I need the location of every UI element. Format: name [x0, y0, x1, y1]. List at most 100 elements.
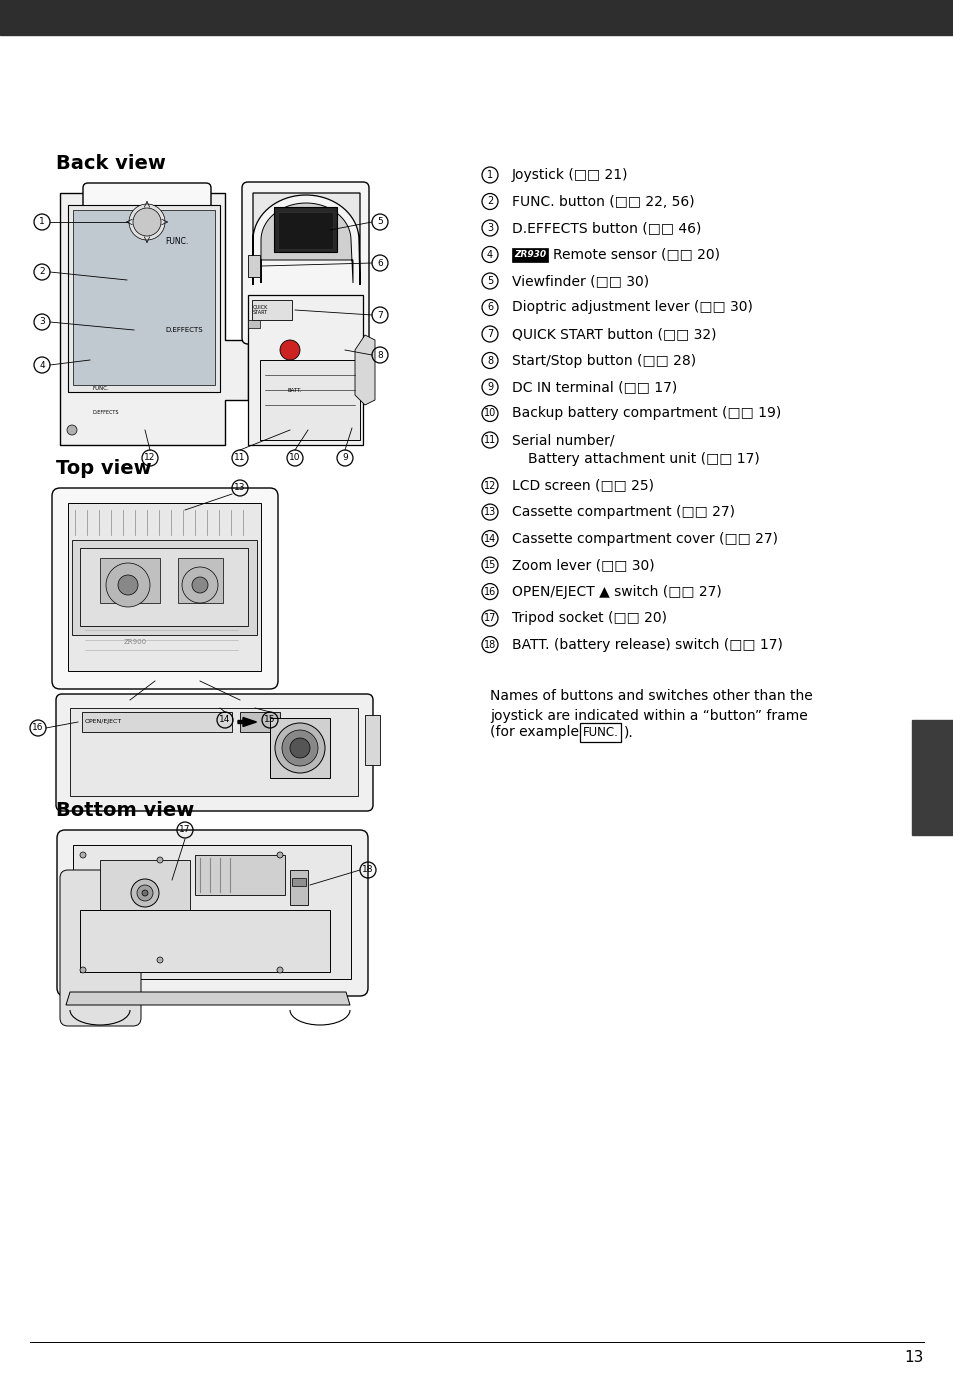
- Polygon shape: [355, 335, 375, 405]
- Text: FUNC.: FUNC.: [165, 237, 188, 247]
- FancyBboxPatch shape: [60, 870, 141, 1026]
- Circle shape: [143, 325, 152, 335]
- FancyBboxPatch shape: [56, 694, 373, 811]
- Text: 15: 15: [264, 716, 275, 724]
- Circle shape: [157, 856, 163, 863]
- Text: 7: 7: [376, 310, 382, 320]
- Circle shape: [132, 208, 161, 236]
- Text: D.EFFECTS button (□□ 46): D.EFFECTS button (□□ 46): [512, 221, 700, 234]
- Text: 6: 6: [376, 258, 382, 268]
- Text: 11: 11: [483, 434, 496, 445]
- Text: 12: 12: [144, 454, 155, 462]
- Circle shape: [131, 878, 159, 907]
- Bar: [80, 547, 248, 626]
- Text: Cassette compartment cover (□□ 27): Cassette compartment cover (□□ 27): [512, 531, 778, 546]
- Text: Start/Stop button (□□ 28): Start/Stop button (□□ 28): [512, 353, 696, 367]
- Text: 5: 5: [486, 276, 493, 285]
- Text: 13: 13: [903, 1350, 923, 1365]
- Text: BATT. (battery release) switch (□□ 17): BATT. (battery release) switch (□□ 17): [512, 637, 782, 652]
- Bar: [100, 558, 160, 603]
- Text: Joystick (□□ 21): Joystick (□□ 21): [512, 168, 628, 182]
- Bar: [270, 718, 330, 778]
- Circle shape: [131, 272, 149, 290]
- Text: FUNC.: FUNC.: [92, 386, 110, 390]
- Text: 11: 11: [234, 454, 246, 462]
- Circle shape: [135, 317, 161, 343]
- Text: LCD screen (□□ 25): LCD screen (□□ 25): [512, 479, 654, 492]
- Text: 13: 13: [234, 484, 246, 492]
- Text: Top view: Top view: [56, 459, 152, 479]
- Text: 18: 18: [362, 866, 374, 874]
- Text: 9: 9: [486, 382, 493, 392]
- Text: 3: 3: [486, 223, 493, 233]
- Text: (for example: (for example: [490, 725, 583, 739]
- Text: Names of buttons and switches other than the
joystick are indicated within a “bu: Names of buttons and switches other than…: [490, 690, 812, 723]
- Bar: [0, 0, 953, 34]
- Bar: [68, 503, 261, 672]
- Circle shape: [67, 425, 77, 434]
- Circle shape: [276, 967, 283, 974]
- FancyBboxPatch shape: [57, 830, 368, 996]
- Text: FUNC.: FUNC.: [582, 725, 618, 739]
- Text: 2: 2: [39, 268, 45, 277]
- Text: 16: 16: [483, 586, 496, 597]
- Circle shape: [129, 204, 165, 240]
- Text: BATT.: BATT.: [288, 387, 302, 393]
- Text: D.EFFECTS: D.EFFECTS: [165, 327, 202, 332]
- Circle shape: [182, 567, 218, 603]
- FancyBboxPatch shape: [52, 488, 277, 690]
- Text: ).: ).: [623, 725, 633, 739]
- Text: 3: 3: [39, 317, 45, 327]
- Circle shape: [118, 575, 138, 594]
- Bar: [82, 712, 232, 732]
- Bar: [365, 714, 379, 765]
- Text: ZR930: ZR930: [514, 250, 545, 259]
- Text: Cassette compartment (□□ 27): Cassette compartment (□□ 27): [512, 505, 734, 519]
- Text: Serial number/: Serial number/: [512, 433, 614, 447]
- Text: 16: 16: [32, 724, 44, 732]
- Bar: [73, 210, 214, 385]
- Text: Back view: Back view: [56, 154, 166, 172]
- Text: Viewfinder (□□ 30): Viewfinder (□□ 30): [512, 274, 648, 288]
- Text: QUICK
START: QUICK START: [252, 305, 268, 316]
- Text: Battery attachment unit (□□ 17): Battery attachment unit (□□ 17): [527, 452, 759, 466]
- Text: 10: 10: [289, 454, 300, 462]
- Text: 18: 18: [483, 640, 496, 650]
- Text: 15: 15: [483, 560, 496, 570]
- Text: 17: 17: [483, 614, 496, 623]
- Bar: [92, 353, 115, 363]
- Bar: [911, 720, 953, 836]
- Text: Zoom lever (□□ 30): Zoom lever (□□ 30): [512, 558, 654, 572]
- Circle shape: [80, 967, 86, 974]
- Bar: [274, 207, 336, 252]
- Text: 4: 4: [486, 250, 493, 259]
- Bar: [71, 541, 256, 634]
- Text: 7: 7: [486, 330, 493, 339]
- Circle shape: [157, 957, 163, 963]
- Circle shape: [135, 274, 145, 285]
- Text: 12: 12: [483, 480, 496, 491]
- Text: QUICK START button (□□ 32): QUICK START button (□□ 32): [512, 327, 716, 341]
- FancyArrow shape: [237, 717, 256, 727]
- Polygon shape: [60, 193, 248, 445]
- Text: ZR900: ZR900: [123, 638, 147, 645]
- FancyBboxPatch shape: [579, 723, 620, 742]
- Circle shape: [290, 738, 310, 758]
- Bar: [248, 295, 363, 445]
- Text: Bottom view: Bottom view: [56, 801, 194, 821]
- Circle shape: [127, 268, 152, 292]
- Circle shape: [139, 321, 157, 339]
- Text: 9: 9: [342, 454, 348, 462]
- Bar: [70, 707, 357, 796]
- Circle shape: [280, 341, 299, 360]
- FancyBboxPatch shape: [83, 183, 211, 371]
- Text: Tripod socket (□□ 20): Tripod socket (□□ 20): [512, 611, 666, 625]
- Text: 8: 8: [486, 356, 493, 365]
- Text: 5: 5: [376, 218, 382, 226]
- Circle shape: [106, 563, 150, 607]
- Text: FUNC. button (□□ 22, 56): FUNC. button (□□ 22, 56): [512, 194, 694, 208]
- Bar: [292, 878, 306, 885]
- Bar: [80, 910, 330, 972]
- Text: Dioptric adjustment lever (□□ 30): Dioptric adjustment lever (□□ 30): [512, 301, 752, 314]
- Polygon shape: [66, 992, 350, 1005]
